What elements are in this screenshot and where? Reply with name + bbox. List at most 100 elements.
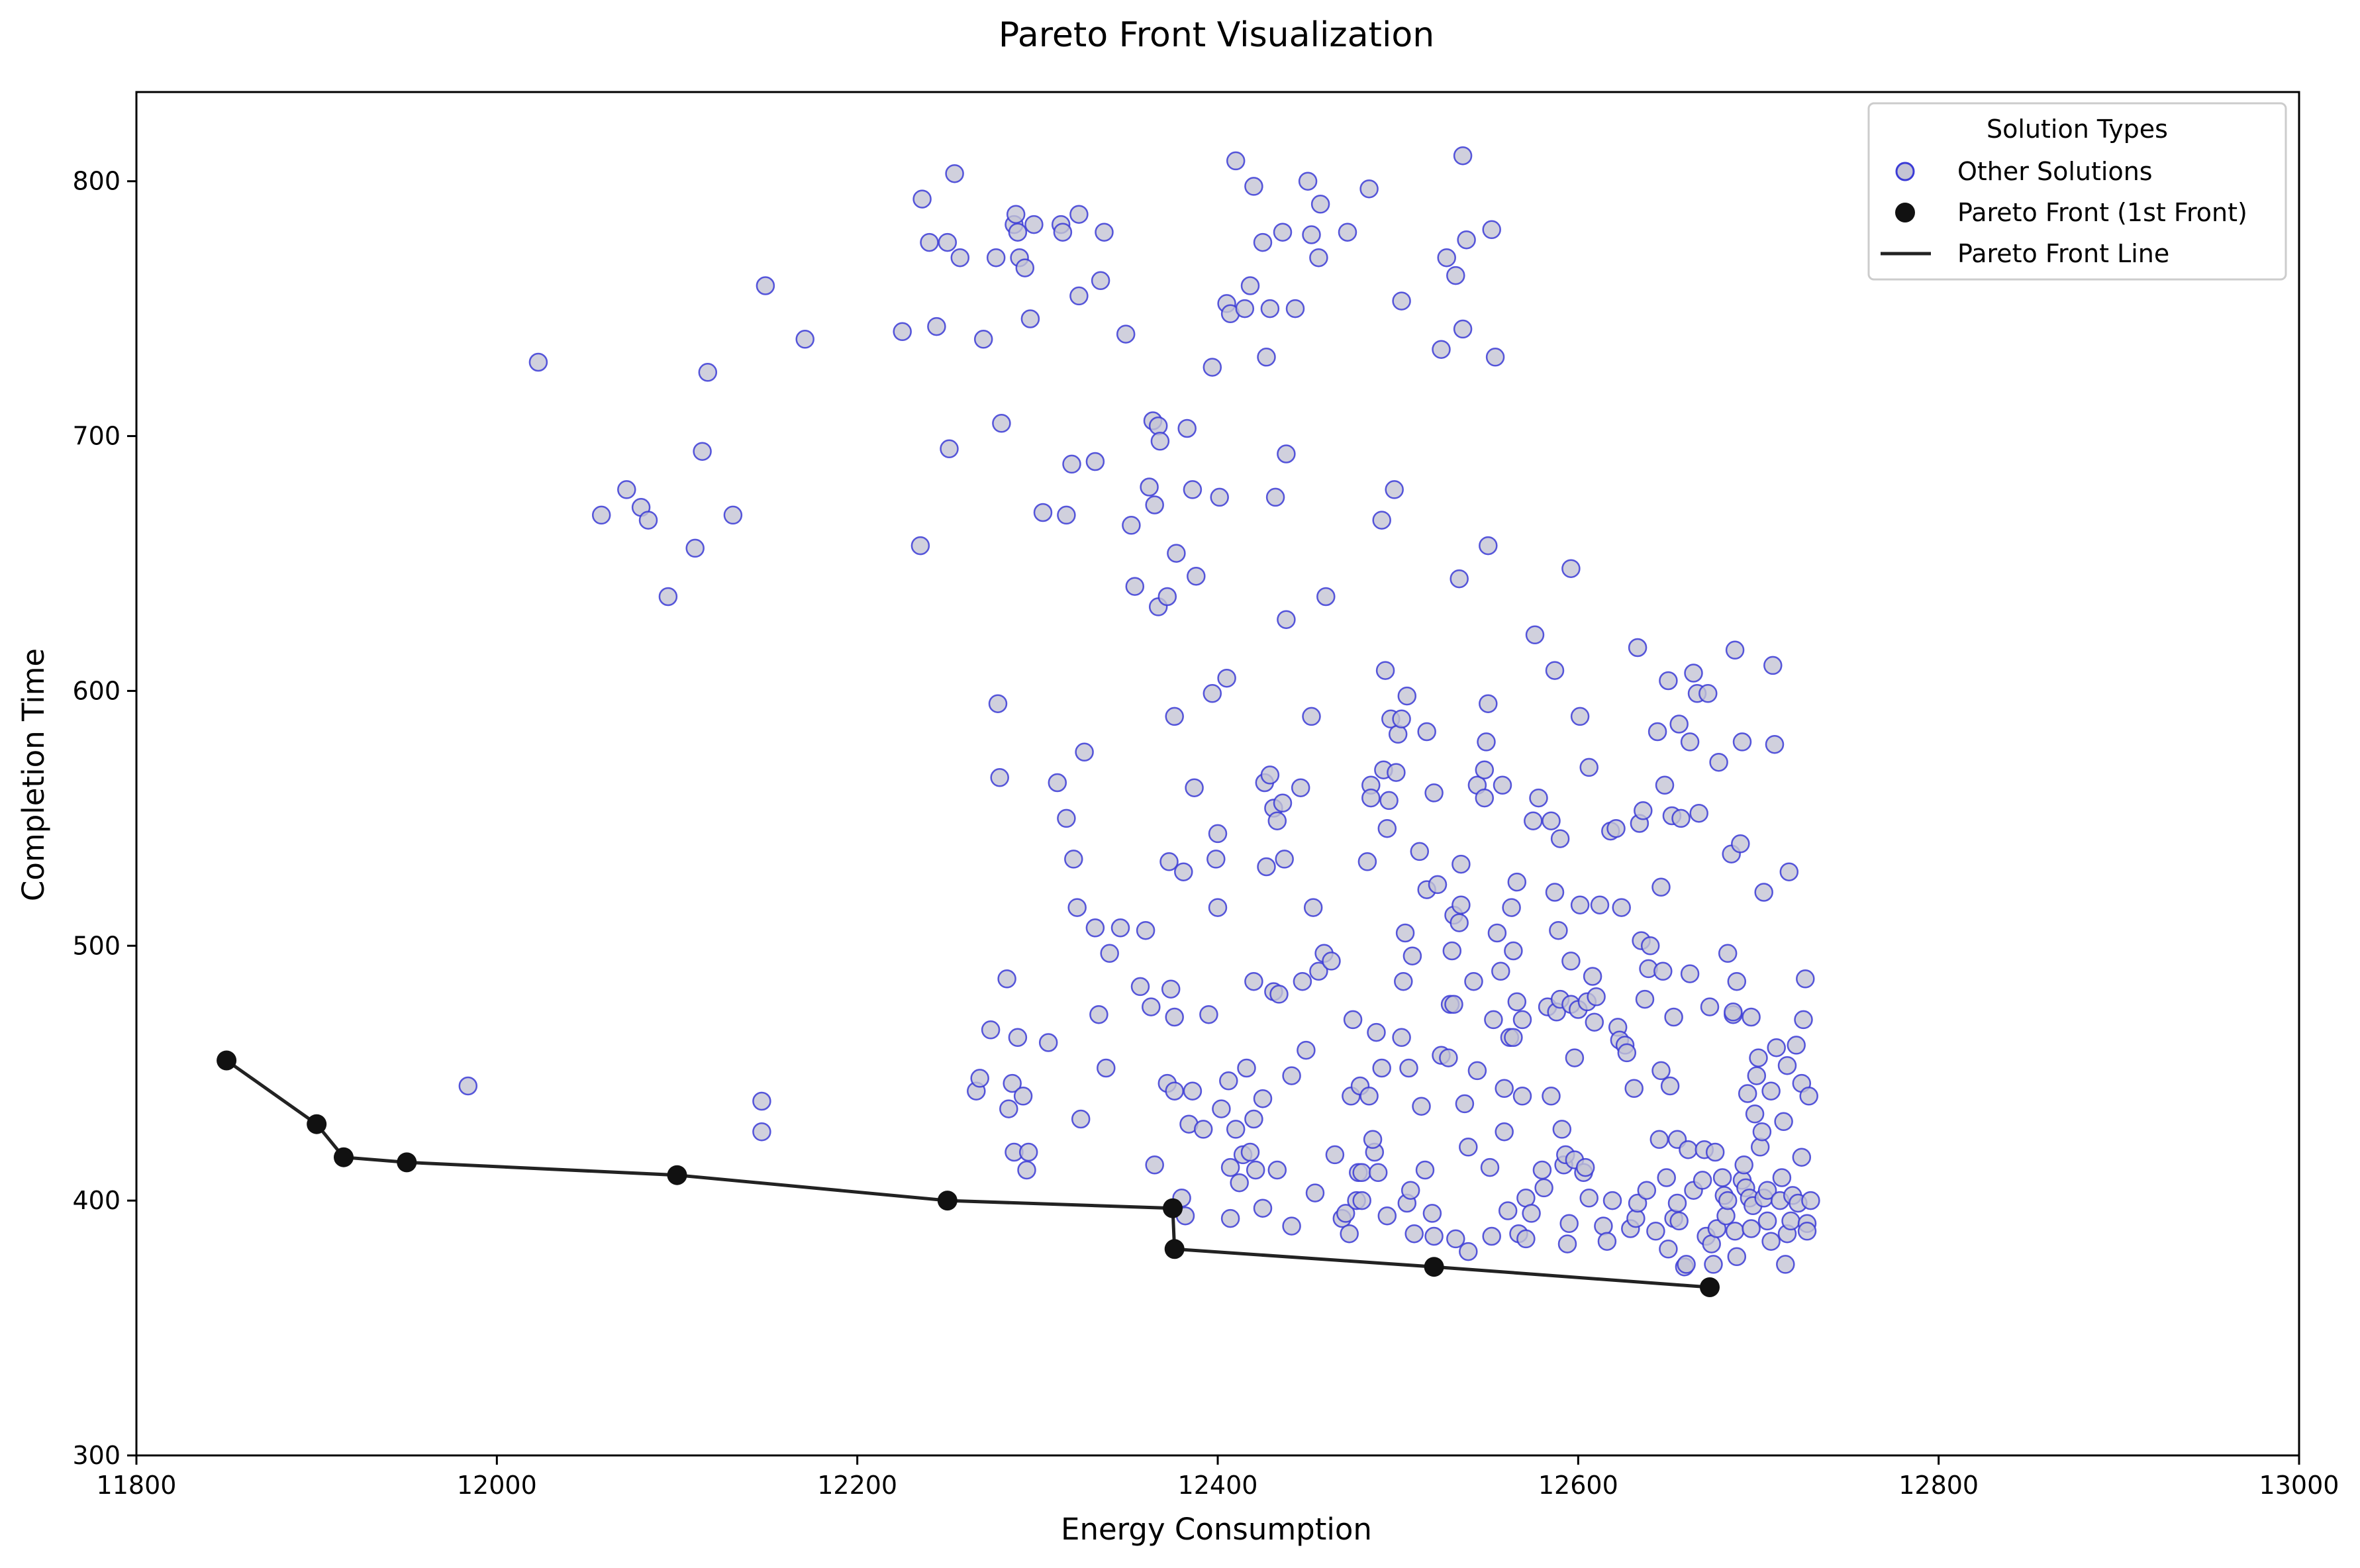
other-solution-point bbox=[1669, 714, 1689, 734]
other-solution-point bbox=[1640, 936, 1660, 956]
other-solution-point bbox=[945, 164, 964, 183]
other-solution-point bbox=[1203, 684, 1222, 703]
other-solution-point bbox=[1801, 1191, 1820, 1210]
other-solution-point bbox=[1479, 536, 1498, 556]
pareto-front-point bbox=[1163, 1198, 1183, 1218]
other-solution-point bbox=[1583, 967, 1602, 986]
other-solution-point bbox=[1136, 920, 1155, 940]
y-tick-label: 700 bbox=[72, 422, 121, 451]
other-solution-point bbox=[1401, 1181, 1420, 1200]
other-solution-point bbox=[1402, 946, 1422, 965]
other-solution-point bbox=[1475, 788, 1495, 808]
other-solution-point bbox=[1244, 971, 1263, 991]
other-solution-point bbox=[1357, 852, 1377, 871]
other-solution-point bbox=[1504, 941, 1523, 961]
other-solution-point bbox=[1392, 1028, 1411, 1048]
other-solution-point bbox=[912, 189, 932, 209]
other-solution-point bbox=[1091, 271, 1110, 291]
other-solution-point bbox=[1340, 1224, 1359, 1244]
other-solution-point bbox=[1282, 1216, 1301, 1236]
other-solution-point bbox=[1387, 763, 1406, 782]
other-solution-point bbox=[1208, 824, 1228, 844]
other-solution-point bbox=[1522, 1204, 1541, 1223]
other-solution-point bbox=[1570, 707, 1590, 726]
other-solution-point bbox=[1226, 151, 1246, 171]
other-solution-point bbox=[1428, 875, 1448, 895]
other-solution-point bbox=[1305, 1183, 1325, 1202]
other-solution-point bbox=[1779, 862, 1799, 881]
other-solution-point bbox=[1700, 997, 1720, 1016]
other-solution-point bbox=[1397, 686, 1417, 706]
other-solution-point bbox=[1257, 348, 1276, 367]
pareto-front-point bbox=[1700, 1277, 1720, 1297]
y-tick-label: 400 bbox=[72, 1186, 121, 1215]
other-solution-point bbox=[1750, 1138, 1770, 1157]
other-solution-point bbox=[1617, 1043, 1637, 1063]
other-solution-point bbox=[1359, 1087, 1379, 1106]
other-solution-point bbox=[1352, 1191, 1371, 1210]
other-solution-point bbox=[1116, 324, 1136, 344]
other-solution-point bbox=[1534, 1178, 1553, 1198]
other-solution-point bbox=[1549, 920, 1568, 940]
other-solution-point bbox=[1142, 997, 1161, 1016]
other-solution-point bbox=[1157, 587, 1177, 607]
other-solution-point bbox=[1282, 1066, 1301, 1085]
other-solution-point bbox=[1453, 146, 1473, 166]
other-solution-point bbox=[1698, 684, 1718, 703]
other-solution-point bbox=[723, 505, 743, 525]
other-solution-point bbox=[1148, 416, 1168, 436]
other-solution-point bbox=[795, 330, 814, 349]
other-solution-point bbox=[1669, 1211, 1689, 1231]
other-solution-point bbox=[1624, 1079, 1644, 1099]
other-solution-point bbox=[1590, 895, 1610, 914]
other-solution-point bbox=[1765, 734, 1785, 754]
other-solution-point bbox=[1183, 480, 1203, 499]
other-solution-point bbox=[1761, 1232, 1781, 1251]
other-solution-point bbox=[1482, 220, 1501, 240]
other-solution-point bbox=[1273, 222, 1293, 242]
other-solution-point bbox=[1450, 913, 1469, 932]
other-solution-point bbox=[1512, 1010, 1532, 1030]
other-solution-point bbox=[1417, 722, 1436, 742]
other-solution-point bbox=[1208, 898, 1228, 917]
other-solution-point bbox=[1704, 1255, 1723, 1274]
other-solution-point bbox=[1484, 1010, 1503, 1030]
pareto-front-point bbox=[334, 1147, 354, 1167]
other-solution-point bbox=[1561, 559, 1581, 578]
other-solution-point bbox=[1671, 808, 1691, 828]
other-solution-point bbox=[1062, 454, 1081, 474]
other-solution-point bbox=[1140, 477, 1159, 497]
other-solution-point bbox=[1048, 773, 1067, 793]
other-solution-point bbox=[1552, 1120, 1572, 1139]
other-solution-point bbox=[910, 536, 930, 556]
other-solution-point bbox=[1459, 1138, 1478, 1157]
other-solution-point bbox=[1185, 778, 1204, 797]
other-solution-point bbox=[1725, 640, 1745, 660]
other-solution-point bbox=[1439, 1048, 1458, 1067]
other-solution-point bbox=[1219, 1071, 1238, 1091]
other-solution-point bbox=[1557, 1234, 1577, 1253]
other-solution-point bbox=[458, 1076, 478, 1096]
other-solution-point bbox=[1727, 971, 1747, 991]
other-solution-point bbox=[1742, 1219, 1761, 1238]
other-solution-point bbox=[1651, 1061, 1671, 1081]
x-axis-label: Energy Consumption bbox=[1061, 1512, 1372, 1547]
other-solution-point bbox=[1647, 722, 1667, 742]
other-solution-point bbox=[1322, 952, 1341, 971]
other-solution-point bbox=[1013, 1087, 1033, 1106]
other-solution-point bbox=[1442, 941, 1462, 961]
other-solution-point bbox=[1424, 783, 1444, 803]
other-solution-point bbox=[1659, 671, 1678, 691]
other-solution-point bbox=[1667, 1193, 1687, 1213]
other-solution-point bbox=[1422, 1204, 1442, 1223]
other-solution-point bbox=[920, 232, 939, 252]
other-solution-point bbox=[1291, 778, 1310, 797]
other-solution-point bbox=[1749, 1048, 1768, 1067]
other-solution-point bbox=[1057, 505, 1076, 525]
other-solution-point bbox=[1377, 1206, 1397, 1226]
other-solution-point bbox=[1752, 1122, 1772, 1142]
other-solution-point bbox=[1273, 793, 1293, 813]
other-solution-point bbox=[1174, 862, 1193, 881]
other-solution-point bbox=[1757, 1181, 1777, 1200]
other-solution-point bbox=[1145, 1155, 1164, 1175]
